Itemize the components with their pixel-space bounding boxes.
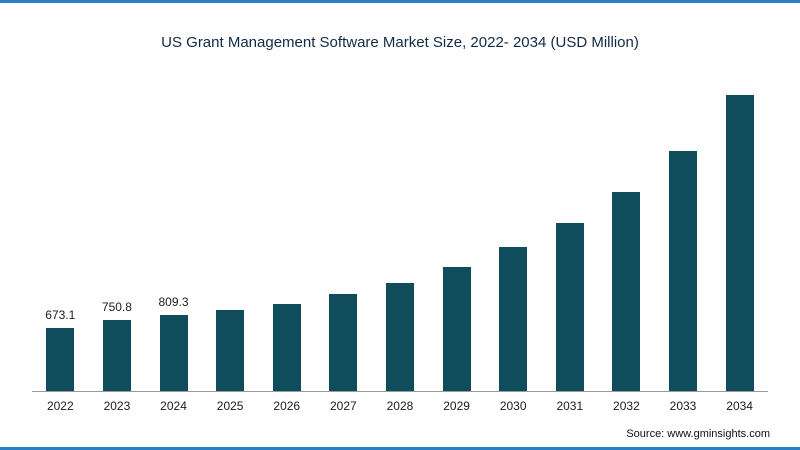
- bar-column-2034: [711, 75, 768, 391]
- bar-column-2033: [655, 131, 712, 391]
- x-tick-2030: 2030: [499, 399, 527, 413]
- x-tick-2028: 2028: [386, 399, 414, 413]
- x-tick-2025: 2025: [216, 399, 244, 413]
- bar-column-2032: [598, 172, 655, 391]
- x-tick-2022: 2022: [46, 399, 74, 413]
- bar-2031: [555, 223, 584, 391]
- bar-2034: [725, 95, 754, 391]
- top-accent-line: [0, 0, 800, 3]
- bar-2027: [329, 294, 358, 391]
- bar-value-label: 809.3: [158, 295, 189, 309]
- bar-column-2030: [485, 227, 542, 391]
- plot-region: 673.1 750.8 809.3 2022 2023 2024 2025 2026 2027…: [32, 81, 768, 413]
- source-credit: Source: www.gminsights.com: [626, 428, 770, 440]
- bar-value-label: 673.1: [45, 308, 76, 322]
- bar-value-label: 750.8: [101, 300, 132, 314]
- bar-2032: [612, 192, 641, 391]
- bar-2022: [46, 328, 75, 391]
- x-tick-2031: 2031: [556, 399, 584, 413]
- x-tick-2034: 2034: [726, 399, 753, 413]
- x-tick-2033: 2033: [669, 399, 697, 413]
- bar-column-2028: [372, 263, 429, 391]
- bar-column-2023: 750.8: [89, 300, 146, 391]
- bar-column-2025: [202, 290, 259, 391]
- x-axis-ticks: 2022 2023 2024 2025 2026 2027 2028 2029 2030 2031…: [32, 392, 768, 413]
- bar-2030: [499, 247, 528, 391]
- x-tick-2032: 2032: [613, 399, 640, 413]
- bar-2029: [442, 267, 471, 391]
- bar-2028: [385, 283, 414, 391]
- bar-column-2022: 673.1: [32, 308, 89, 391]
- x-tick-2026: 2026: [273, 399, 301, 413]
- plot-area: 673.1 750.8 809.3: [32, 81, 768, 392]
- bottom-accent-line: [0, 447, 800, 450]
- bar-column-2026: [258, 284, 315, 391]
- bar-2024: [159, 315, 188, 391]
- bar-2025: [216, 310, 245, 391]
- bar-column-2024: 809.3: [145, 295, 202, 391]
- chart-title: US Grant Management Software Market Size…: [161, 34, 639, 51]
- bar-column-2027: [315, 274, 372, 391]
- bar-2033: [669, 151, 697, 391]
- bar-column-2031: [541, 203, 598, 391]
- bar-2023: [102, 320, 131, 391]
- bar-2026: [272, 304, 301, 391]
- x-tick-2029: 2029: [443, 399, 470, 413]
- x-tick-2024: 2024: [160, 399, 187, 413]
- bar-column-2029: [428, 247, 485, 391]
- x-tick-2023: 2023: [103, 399, 131, 413]
- x-tick-2027: 2027: [330, 399, 357, 413]
